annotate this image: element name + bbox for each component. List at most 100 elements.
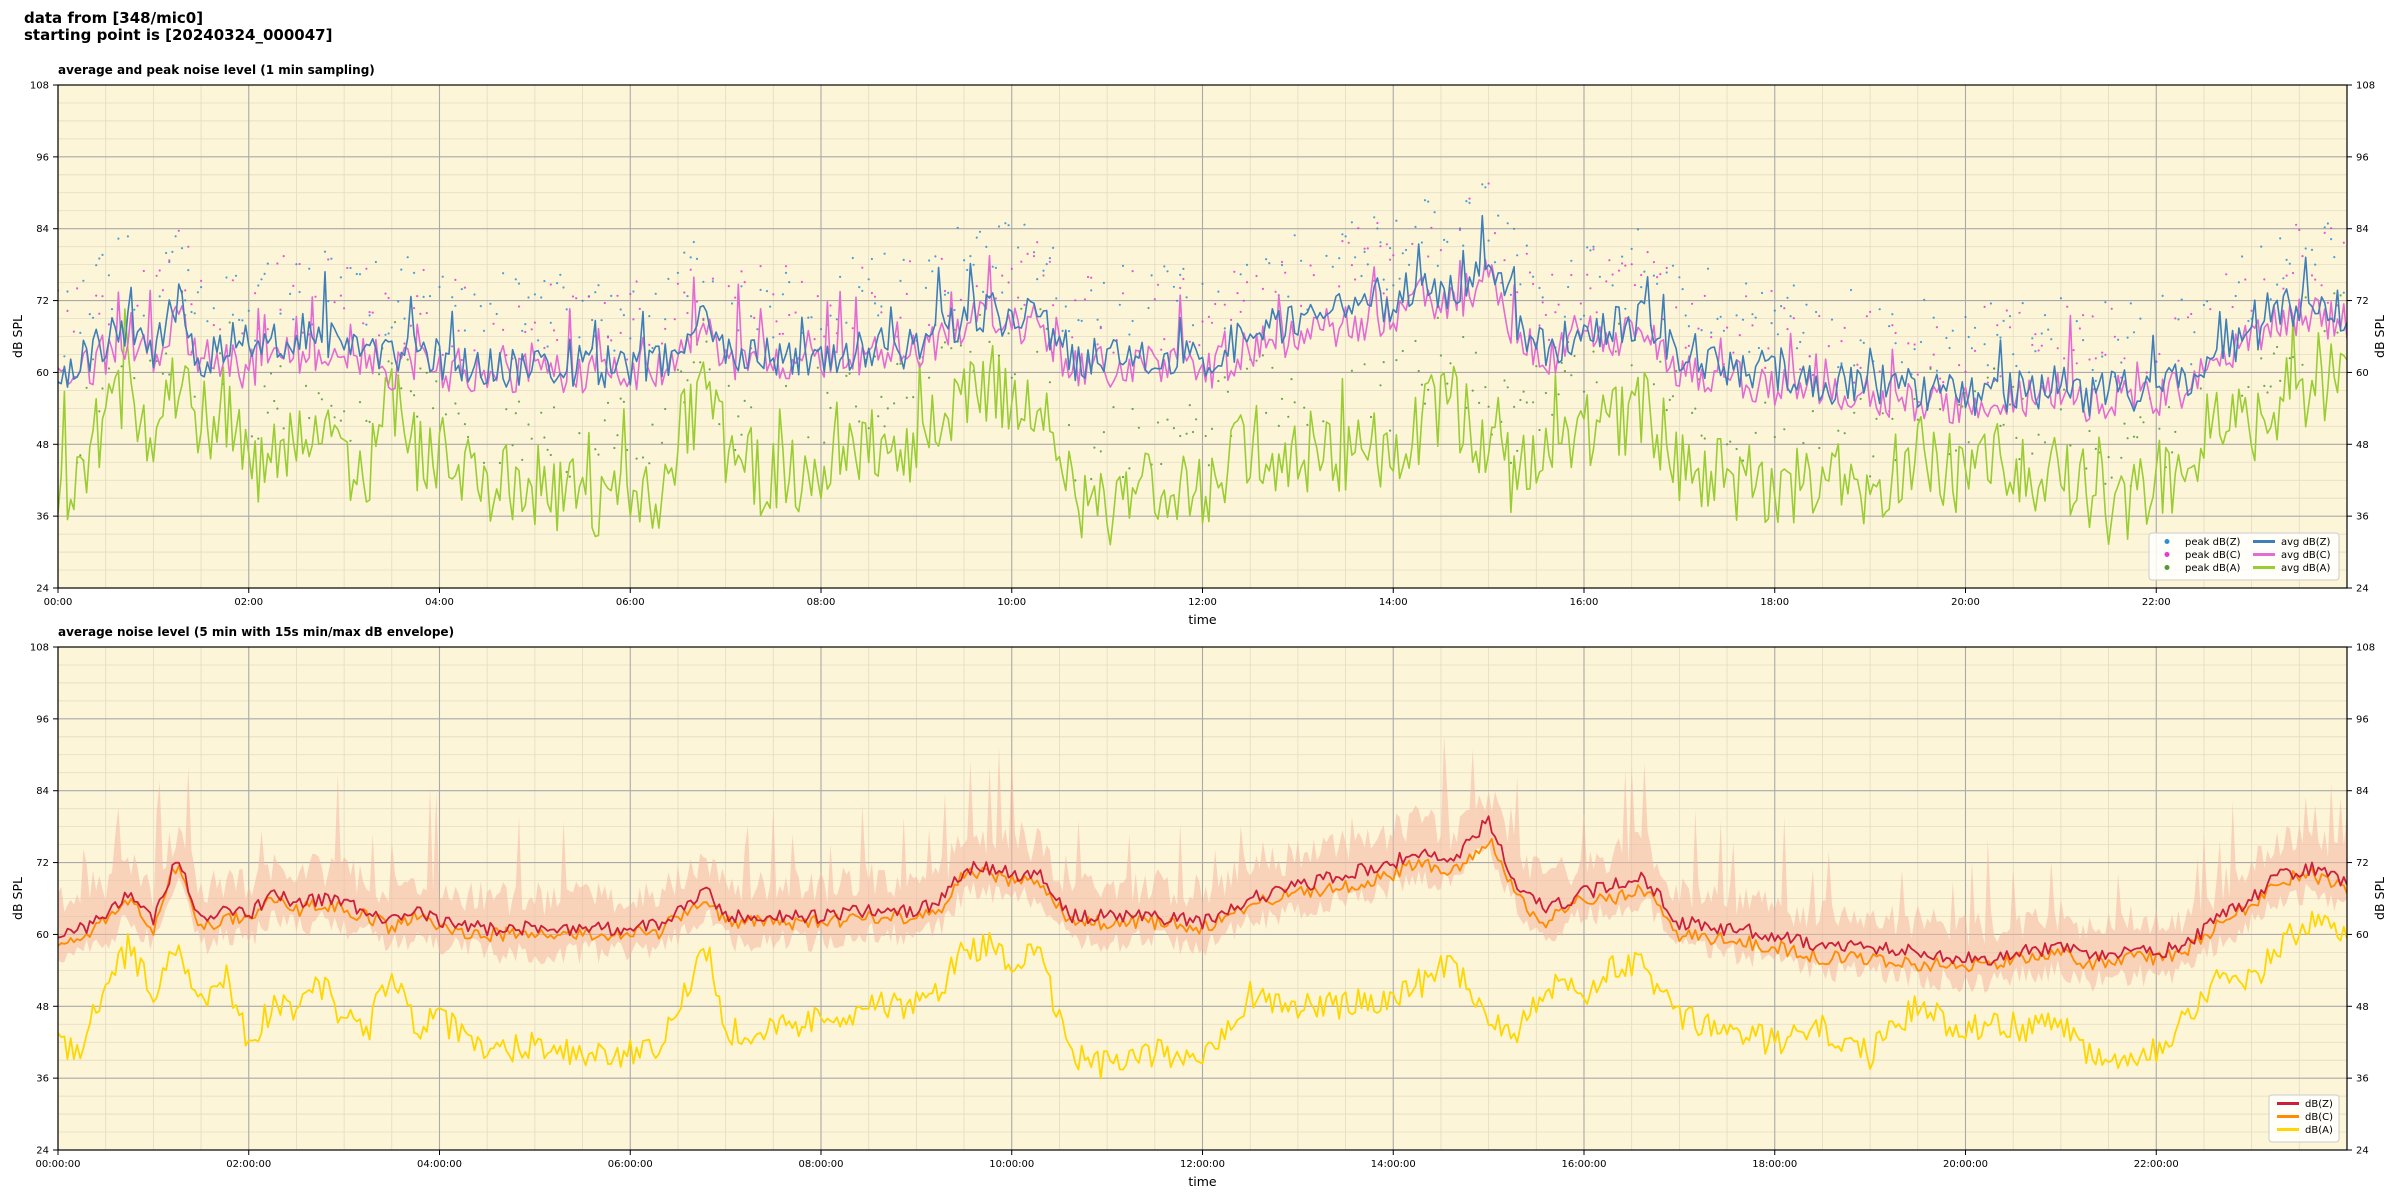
x-tick-label: 10:00 xyxy=(997,597,1026,608)
peak-point xyxy=(1325,254,1328,257)
peak-point xyxy=(2266,391,2269,394)
peak-point xyxy=(1121,475,1125,479)
peak-point xyxy=(282,427,285,430)
peak-point xyxy=(1973,390,1977,393)
peak-point xyxy=(549,453,552,457)
peak-point xyxy=(877,415,880,418)
peak-point xyxy=(1983,305,1986,308)
peak-point xyxy=(635,280,638,283)
peak-point xyxy=(231,279,234,282)
peak-point xyxy=(238,318,241,321)
peak-point xyxy=(730,302,734,305)
peak-point xyxy=(1671,264,1675,267)
peak-point xyxy=(2206,300,2209,303)
peak-point xyxy=(829,304,832,307)
peak-point xyxy=(1913,348,1916,351)
peak-point xyxy=(117,237,120,240)
peak-point xyxy=(2174,430,2177,433)
peak-point xyxy=(807,436,810,439)
peak-point xyxy=(1993,367,1996,370)
peak-point xyxy=(899,362,902,365)
peak-point xyxy=(1579,318,1582,321)
peak-point xyxy=(1376,227,1379,230)
peak-point xyxy=(521,329,524,332)
peak-point xyxy=(1036,241,1039,244)
peak-point xyxy=(2002,319,2005,322)
peak-point xyxy=(1703,437,1706,440)
peak-point xyxy=(1783,307,1786,310)
peak-point xyxy=(1757,346,1760,350)
peak-point xyxy=(1700,329,1703,332)
peak-point xyxy=(1697,327,1700,330)
peak-point xyxy=(1913,397,1916,401)
y-tick-label-right: 24 xyxy=(2356,584,2369,595)
peak-point xyxy=(648,343,651,346)
peak-point xyxy=(660,342,664,345)
peak-point xyxy=(880,305,883,308)
peak-point xyxy=(877,314,880,317)
peak-point xyxy=(1214,302,1217,306)
peak-point xyxy=(219,352,222,355)
peak-point xyxy=(1096,318,1099,321)
peak-point xyxy=(333,301,336,304)
peak-point xyxy=(444,413,447,416)
peak-point xyxy=(451,345,454,348)
peak-point xyxy=(79,331,82,334)
y-tick-label-right: 60 xyxy=(2356,930,2369,941)
peak-point xyxy=(559,273,562,276)
peak-point xyxy=(870,291,874,295)
peak-point xyxy=(1503,259,1506,262)
peak-point xyxy=(1493,261,1497,264)
peak-point xyxy=(1754,316,1757,319)
peak-point xyxy=(1570,259,1573,262)
peak-point xyxy=(1322,420,1325,423)
peak-point xyxy=(339,276,342,279)
peak-point xyxy=(463,286,466,289)
peak-point xyxy=(2180,298,2183,301)
peak-point xyxy=(142,314,145,317)
peak-point xyxy=(1945,336,1948,340)
peak-point xyxy=(1643,270,1646,273)
peak-point xyxy=(292,318,295,321)
peak-point xyxy=(1525,252,1528,255)
peak-point xyxy=(1509,293,1512,296)
peak-point xyxy=(276,407,279,410)
peak-point xyxy=(711,280,715,283)
peak-point xyxy=(368,311,371,314)
peak-point xyxy=(1563,370,1566,373)
peak-point xyxy=(1077,319,1080,322)
series-line-avg-db-c- xyxy=(58,254,2347,425)
peak-point xyxy=(2018,311,2021,314)
peak-point xyxy=(1236,292,1239,295)
peak-point xyxy=(225,276,228,279)
y-axis-label-right: dB SPL xyxy=(2372,315,2387,358)
peak-point xyxy=(1999,375,2002,378)
peak-point xyxy=(241,319,244,322)
peak-point xyxy=(241,332,244,335)
page-title-line-2: starting point is [20240324_000047] xyxy=(24,26,333,44)
peak-point xyxy=(409,324,412,327)
peak-point xyxy=(1086,275,1090,279)
peak-point xyxy=(1204,434,1207,438)
peak-point xyxy=(1280,260,1284,264)
peak-point xyxy=(1881,412,1884,415)
peak-point xyxy=(591,318,594,322)
peak-point xyxy=(1967,441,1970,444)
series-peak-db-z- xyxy=(58,183,2345,382)
peak-point xyxy=(994,266,998,269)
peak-point xyxy=(1379,241,1382,244)
peak-point xyxy=(289,292,292,295)
peak-point xyxy=(1700,434,1703,437)
legend-marker xyxy=(2164,552,2170,557)
peak-point xyxy=(2088,429,2091,433)
peak-point xyxy=(858,286,861,289)
peak-point xyxy=(788,313,791,317)
peak-point xyxy=(2237,281,2240,284)
peak-point xyxy=(1427,255,1430,258)
peak-point xyxy=(708,368,711,371)
y-tick-label-right: 36 xyxy=(2356,512,2369,523)
peak-point xyxy=(1630,263,1633,266)
peak-point xyxy=(1996,333,1999,336)
peak-point xyxy=(1951,329,1954,332)
